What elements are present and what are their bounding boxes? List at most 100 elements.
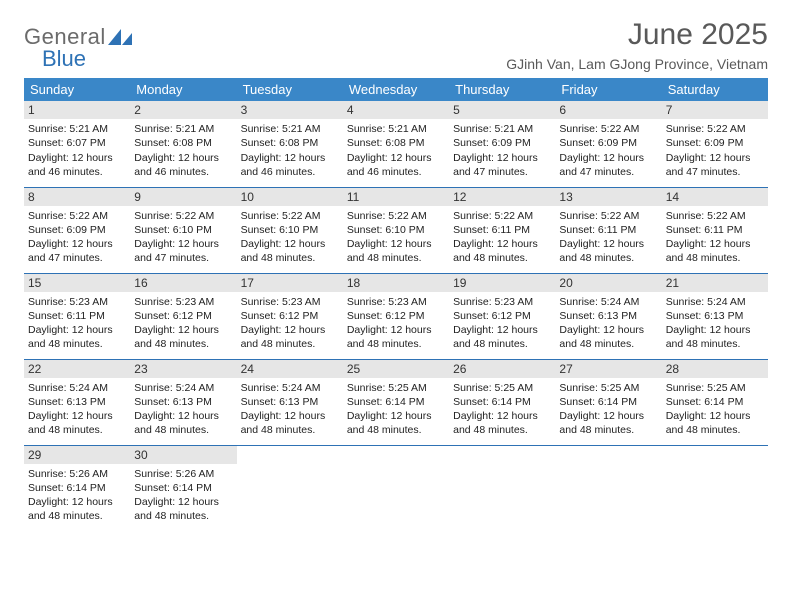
- weekday-header: Thursday: [449, 78, 555, 101]
- daylight-line: Daylight: 12 hours and 48 minutes.: [666, 409, 764, 437]
- day-number: 26: [449, 360, 555, 378]
- sunset-line: Sunset: 6:12 PM: [453, 309, 551, 323]
- daylight-line: Daylight: 12 hours and 46 minutes.: [347, 151, 445, 179]
- title-block: June 2025 GJinh Van, Lam GJong Province,…: [506, 18, 768, 72]
- sunset-line: Sunset: 6:08 PM: [347, 136, 445, 150]
- sunset-line: Sunset: 6:08 PM: [134, 136, 232, 150]
- day-number: 23: [130, 360, 236, 378]
- calendar-cell: 19Sunrise: 5:23 AMSunset: 6:12 PMDayligh…: [449, 273, 555, 359]
- calendar-cell: 16Sunrise: 5:23 AMSunset: 6:12 PMDayligh…: [130, 273, 236, 359]
- calendar-cell: 24Sunrise: 5:24 AMSunset: 6:13 PMDayligh…: [237, 359, 343, 445]
- sunrise-line: Sunrise: 5:26 AM: [28, 467, 126, 481]
- calendar-cell: 1Sunrise: 5:21 AMSunset: 6:07 PMDaylight…: [24, 101, 130, 187]
- daylight-line: Daylight: 12 hours and 48 minutes.: [453, 237, 551, 265]
- sunrise-line: Sunrise: 5:23 AM: [28, 295, 126, 309]
- sunrise-line: Sunrise: 5:22 AM: [28, 209, 126, 223]
- calendar-row: 22Sunrise: 5:24 AMSunset: 6:13 PMDayligh…: [24, 359, 768, 445]
- month-title: June 2025: [506, 18, 768, 52]
- sunrise-line: Sunrise: 5:23 AM: [134, 295, 232, 309]
- daylight-line: Daylight: 12 hours and 48 minutes.: [28, 409, 126, 437]
- calendar-cell: 22Sunrise: 5:24 AMSunset: 6:13 PMDayligh…: [24, 359, 130, 445]
- day-number: 6: [555, 101, 661, 119]
- calendar-body: 1 Sunrise: 5:21 AM Sunset: 6:07 PM Daylight…: [24, 101, 768, 531]
- calendar-cell: 18 Sunrise: 5:23 AMSunset: 6:12 PMDayligh…: [343, 273, 449, 359]
- sunrise-line: Sunrise: 5:22 AM: [559, 122, 657, 136]
- calendar-cell: 23 Sunrise: 5:24 AMSunset: 6:13 PMDayligh…: [130, 359, 236, 445]
- sunrise-line: Sunrise: 5:25 AM: [666, 381, 764, 395]
- sunrise-line: Sunrise: 5:24 AM: [241, 381, 339, 395]
- daylight-line: Daylight: 12 hours and 48 minutes.: [28, 323, 126, 351]
- sunrise-line: Sunrise: 5:24 AM: [666, 295, 764, 309]
- sunrise-line: Sunrise: 5:23 AM: [241, 295, 339, 309]
- day-number: 29: [24, 446, 130, 464]
- sunrise-line: Sunrise: 5:22 AM: [347, 209, 445, 223]
- calendar-cell: 10Sunrise: 5:22 AMSunset: 6:10 PMDayligh…: [237, 187, 343, 273]
- sunrise-line: Sunrise: 5:24 AM: [134, 381, 232, 395]
- sunset-line: Sunset: 6:14 PM: [134, 481, 232, 495]
- sunrise-line: Sunrise: 5:22 AM: [666, 122, 764, 136]
- daylight-line: Daylight: 12 hours and 48 minutes.: [134, 409, 232, 437]
- sunset-line: Sunset: 6:11 PM: [28, 309, 126, 323]
- daylight-line: Daylight: 12 hours and 48 minutes.: [347, 323, 445, 351]
- daylight-line: Daylight: 12 hours and 46 minutes.: [241, 151, 339, 179]
- calendar-cell: [662, 445, 768, 531]
- daylight-line: Daylight: 12 hours and 47 minutes.: [28, 237, 126, 265]
- weekday-header: Saturday: [662, 78, 768, 101]
- sunset-line: Sunset: 6:08 PM: [241, 136, 339, 150]
- sunset-line: Sunset: 6:13 PM: [28, 395, 126, 409]
- day-number: 30: [130, 446, 236, 464]
- sunset-line: Sunset: 6:10 PM: [347, 223, 445, 237]
- day-number: 28: [662, 360, 768, 378]
- sunrise-line: Sunrise: 5:25 AM: [559, 381, 657, 395]
- day-number: 2: [130, 101, 236, 119]
- sunset-line: Sunset: 6:14 PM: [453, 395, 551, 409]
- day-number: 18: [343, 274, 449, 292]
- sunset-line: Sunset: 6:07 PM: [28, 136, 126, 150]
- daylight-line: Daylight: 12 hours and 47 minutes.: [666, 151, 764, 179]
- sunset-line: Sunset: 6:11 PM: [559, 223, 657, 237]
- page: General Blue June 2025 GJinh Van, Lam GJ…: [0, 0, 792, 549]
- sunset-line: Sunset: 6:12 PM: [347, 309, 445, 323]
- calendar-cell: 28 Sunrise: 5:25 AMSunset: 6:14 PMDayligh…: [662, 359, 768, 445]
- daylight-line: Daylight: 12 hours and 48 minutes.: [241, 409, 339, 437]
- calendar-cell: 21Sunrise: 5:24 AMSunset: 6:13 PMDayligh…: [662, 273, 768, 359]
- sunset-line: Sunset: 6:13 PM: [666, 309, 764, 323]
- calendar-cell: 8Sunrise: 5:22 AMSunset: 6:09 PMDaylight…: [24, 187, 130, 273]
- day-number: 7: [662, 101, 768, 119]
- sunset-line: Sunset: 6:10 PM: [134, 223, 232, 237]
- calendar-cell: 20Sunrise: 5:24 AMSunset: 6:13 PMDayligh…: [555, 273, 661, 359]
- daylight-line: Daylight: 12 hours and 48 minutes.: [134, 323, 232, 351]
- calendar-cell: 6Sunrise: 5:22 AMSunset: 6:09 PMDaylight…: [555, 101, 661, 187]
- daylight-line: Daylight: 12 hours and 47 minutes.: [559, 151, 657, 179]
- sunrise-line: Sunrise: 5:25 AM: [453, 381, 551, 395]
- calendar-cell: 29Sunrise: 5:26 AMSunset: 6:14 PMDayligh…: [24, 445, 130, 531]
- daylight-line: Daylight: 12 hours and 48 minutes.: [559, 323, 657, 351]
- weekday-header: Tuesday: [237, 78, 343, 101]
- sunset-line: Sunset: 6:13 PM: [134, 395, 232, 409]
- sunrise-line: Sunrise: 5:23 AM: [347, 295, 445, 309]
- day-number: 3: [237, 101, 343, 119]
- calendar-cell: 30Sunrise: 5:26 AMSunset: 6:14 PMDayligh…: [130, 445, 236, 531]
- calendar-cell: 25Sunrise: 5:25 AMSunset: 6:14 PMDayligh…: [343, 359, 449, 445]
- day-number: 17: [237, 274, 343, 292]
- calendar-cell: 9Sunrise: 5:22 AMSunset: 6:10 PMDaylight…: [130, 187, 236, 273]
- day-number: 24: [237, 360, 343, 378]
- daylight-line: Daylight: 12 hours and 48 minutes.: [241, 323, 339, 351]
- day-number: 10: [237, 188, 343, 206]
- calendar-cell: [555, 445, 661, 531]
- daylight-line: Daylight: 12 hours and 48 minutes.: [241, 237, 339, 265]
- weekday-header: Friday: [555, 78, 661, 101]
- sunset-line: Sunset: 6:14 PM: [666, 395, 764, 409]
- sunset-line: Sunset: 6:13 PM: [559, 309, 657, 323]
- calendar-cell: [343, 445, 449, 531]
- sunset-line: Sunset: 6:10 PM: [241, 223, 339, 237]
- sunset-line: Sunset: 6:11 PM: [666, 223, 764, 237]
- sunset-line: Sunset: 6:11 PM: [453, 223, 551, 237]
- daylight-line: Daylight: 12 hours and 48 minutes.: [453, 323, 551, 351]
- sunrise-line: Sunrise: 5:22 AM: [666, 209, 764, 223]
- sunrise-line: Sunrise: 5:21 AM: [241, 122, 339, 136]
- calendar-cell: 12Sunrise: 5:22 AMSunset: 6:11 PMDayligh…: [449, 187, 555, 273]
- calendar-cell: 13Sunrise: 5:22 AMSunset: 6:11 PMDayligh…: [555, 187, 661, 273]
- day-number: 1: [24, 101, 130, 119]
- daylight-line: Daylight: 12 hours and 47 minutes.: [453, 151, 551, 179]
